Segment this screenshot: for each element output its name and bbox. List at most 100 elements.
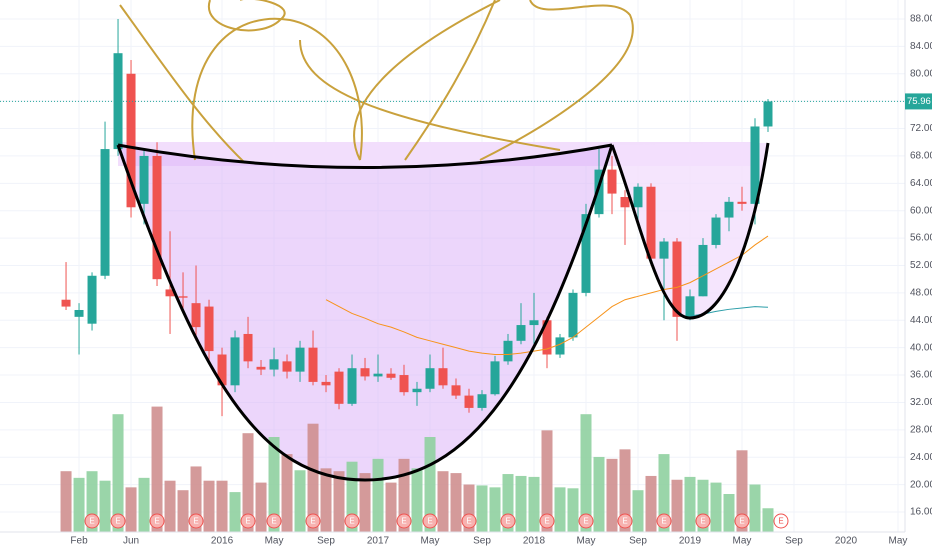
- earnings-marker: [617, 513, 633, 529]
- y-tick-label: 56.00: [910, 233, 932, 244]
- earnings-label: E: [89, 517, 94, 526]
- volume-bar: [86, 471, 98, 532]
- candle-body: [516, 325, 526, 341]
- candle-body: [724, 201, 734, 218]
- candle-body: [685, 296, 695, 317]
- freehand: [207, 0, 286, 32]
- candle-body: [659, 241, 669, 259]
- y-tick-label: 80.00: [910, 68, 932, 79]
- x-tick-label: Feb: [70, 536, 88, 547]
- x-tick-label: May: [733, 536, 752, 547]
- candle-body: [334, 371, 344, 404]
- earnings-label: E: [427, 517, 432, 526]
- candle-body: [191, 303, 201, 328]
- candle-body: [126, 73, 136, 208]
- candle-body: [113, 53, 123, 150]
- volume-bar: [489, 487, 501, 532]
- candle-body: [217, 354, 227, 386]
- volume-bar: [645, 475, 657, 532]
- volume-bar: [424, 437, 436, 532]
- volume-bar: [632, 490, 644, 532]
- x-tick-label: May: [421, 536, 440, 547]
- candle-body: [61, 299, 71, 307]
- earnings-marker: [188, 513, 204, 529]
- volume-bar: [138, 477, 150, 532]
- earnings-marker: [773, 513, 789, 529]
- volume-bar: [684, 476, 696, 532]
- y-tick-label: 40.00: [910, 342, 932, 353]
- volume-bar: [697, 479, 709, 532]
- earnings-label: E: [466, 517, 471, 526]
- volume-bar: [723, 494, 735, 532]
- earnings-label: E: [661, 517, 666, 526]
- candle-body: [360, 368, 370, 377]
- moving-average-line: [325, 235, 769, 356]
- earnings-marker: [422, 513, 438, 529]
- volume-bar: [372, 458, 384, 532]
- candle-body: [373, 373, 383, 377]
- earnings-marker: [578, 513, 594, 529]
- candle-body: [282, 361, 292, 372]
- y-tick-label: 44.00: [910, 315, 932, 326]
- earnings-label: E: [271, 517, 276, 526]
- candle-body: [386, 373, 396, 378]
- last-price-box: [905, 93, 932, 110]
- x-tick-label: Sep: [629, 536, 647, 547]
- earnings-marker: [396, 513, 412, 529]
- x-tick-label: 2020: [835, 536, 858, 547]
- volume-bar: [541, 430, 553, 532]
- y-tick-label: 36.00: [910, 370, 932, 381]
- volume-bar: [580, 414, 592, 532]
- x-tick-label: Sep: [473, 536, 491, 547]
- candle-body: [529, 320, 539, 326]
- freehand: [479, 0, 634, 161]
- y-tick-label: 48.00: [910, 288, 932, 299]
- x-tick-label: Jun: [123, 536, 139, 547]
- axes: 16.00 20.00 24.00 28.00 32.00 36.00 40.00 44.00…: [0, 14, 932, 547]
- y-tick-label: 32.00: [910, 397, 932, 408]
- candle-body: [542, 320, 552, 355]
- candle-body: [100, 149, 110, 276]
- candle-body: [633, 186, 643, 208]
- candle-body: [269, 359, 279, 370]
- earnings-marker: [344, 513, 360, 529]
- earnings-label: E: [583, 517, 588, 526]
- freehand: [119, 4, 246, 164]
- volume-bar: [346, 461, 358, 532]
- candle-body: [438, 368, 448, 386]
- candle-body: [295, 347, 305, 372]
- y-tick-label: 28.00: [910, 424, 932, 435]
- earnings-marker: [695, 513, 711, 529]
- candle-body: [243, 333, 253, 362]
- x-tick-label: Sep: [785, 536, 803, 547]
- earnings-label: E: [505, 517, 510, 526]
- candle-body: [152, 155, 162, 280]
- candle-body: [178, 296, 188, 298]
- volume-bar: [762, 508, 774, 532]
- volume-bar: [749, 484, 761, 532]
- volume-bar: [99, 480, 111, 532]
- volume-bar: [333, 471, 345, 532]
- candle-body: [204, 306, 214, 352]
- earnings-label: E: [401, 517, 406, 526]
- volume-bar: [385, 482, 397, 532]
- freehand: [404, 0, 496, 161]
- candle-body: [464, 395, 474, 408]
- earnings-label: E: [622, 517, 627, 526]
- earnings-label: E: [544, 517, 549, 526]
- y-tick-label: 64.00: [910, 178, 932, 189]
- volume-bar: [515, 475, 527, 532]
- volume-bar: [502, 474, 514, 532]
- earnings-marker: [240, 513, 256, 529]
- x-tick-label: 2019: [679, 536, 702, 547]
- x-tick-label: May: [265, 536, 284, 547]
- volume-bar: [554, 487, 566, 532]
- candle-body: [139, 155, 149, 204]
- earnings-label: E: [778, 517, 783, 526]
- y-tick-label: 24.00: [910, 452, 932, 463]
- cup-fill: [118, 145, 612, 480]
- earnings-marker: [500, 513, 516, 529]
- cup-curve: [116, 144, 614, 482]
- volume-bar: [606, 458, 618, 532]
